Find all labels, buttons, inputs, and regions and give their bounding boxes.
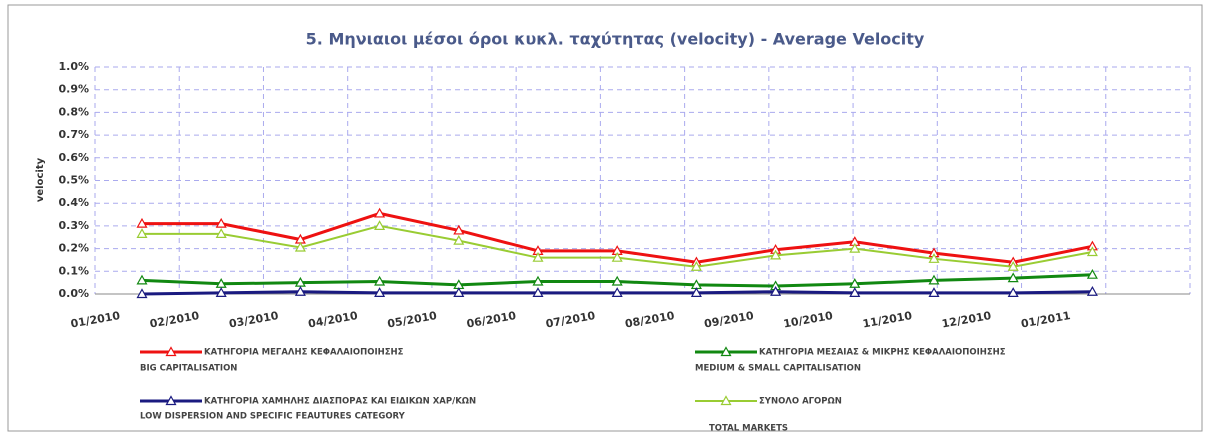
- chart-title: 5. Μηνιαιοι μέσοι όροι κυκλ. ταχύτητας (…: [306, 30, 925, 49]
- point-marker: [453, 234, 465, 245]
- legend-label-en: BIG CAPITALISATION: [140, 364, 237, 374]
- point-marker: [849, 242, 861, 253]
- point-marker: [1086, 246, 1098, 257]
- legend-marker: [720, 395, 732, 406]
- point-marker: [770, 249, 782, 260]
- point-marker: [1086, 286, 1098, 296]
- point-marker: [374, 220, 386, 230]
- y-tick-label: 0.0%: [58, 287, 89, 300]
- legend-label: ΚΑΤΗΓΟΡΙΑ ΜΕΓΑΛΗΣ ΚΕΦΑΛΑΙΟΠΟΙΗΣΗΣ: [204, 348, 404, 358]
- point-marker: [532, 275, 544, 286]
- y-tick-label: 0.2%: [58, 242, 89, 255]
- point-marker: [294, 286, 306, 296]
- legend-marker: [720, 346, 732, 357]
- point-marker: [374, 275, 386, 286]
- legend-label-en: TOTAL MARKETS: [709, 424, 788, 434]
- y-tick-label: 1.0%: [58, 60, 89, 73]
- point-marker: [849, 287, 861, 297]
- y-tick-label: 0.4%: [58, 196, 89, 209]
- point-marker: [928, 253, 940, 263]
- point-marker: [215, 217, 227, 228]
- point-marker: [136, 274, 148, 285]
- legend-marker: [165, 395, 177, 406]
- point-marker: [136, 217, 148, 228]
- legend-label: ΣΥΝΟΛΟ ΑΓΟΡΩΝ: [759, 397, 842, 407]
- point-marker: [1007, 287, 1019, 297]
- point-marker: [1086, 268, 1098, 279]
- point-marker: [453, 224, 465, 235]
- legend-label: ΚΑΤΗΓΟΡΙΑ ΧΑΜΗΛΗΣ ΔΙΑΣΠΟΡΑΣ ΚΑΙ ΕΙΔΙΚΩΝ …: [204, 397, 476, 407]
- y-tick-label: 0.7%: [58, 128, 89, 141]
- point-marker: [690, 287, 702, 297]
- y-tick-label: 0.6%: [58, 151, 89, 164]
- point-marker: [294, 241, 306, 252]
- y-tick-label: 0.9%: [58, 83, 89, 96]
- y-tick-label: 0.5%: [58, 174, 89, 187]
- point-marker: [770, 286, 782, 296]
- y-tick-label: 0.3%: [58, 219, 89, 232]
- point-marker: [374, 287, 386, 297]
- point-marker: [532, 251, 544, 262]
- point-marker: [611, 275, 623, 286]
- chart-frame: [7, 4, 1203, 432]
- point-marker: [374, 207, 386, 218]
- y-tick-label: 0.1%: [58, 264, 89, 277]
- legend-label: ΚΑΤΗΓΟΡΙΑ ΜΕΣΑΙΑΣ & ΜΙΚΡΗΣ ΚΕΦΑΛΑΙΟΠΟΙΗΣ…: [759, 348, 1006, 358]
- point-marker: [136, 288, 148, 299]
- legend-marker: [165, 346, 177, 357]
- y-tick-label: 0.8%: [58, 105, 89, 118]
- point-marker: [453, 287, 465, 297]
- point-marker: [928, 274, 940, 285]
- point-marker: [215, 287, 227, 297]
- point-marker: [928, 287, 940, 297]
- point-marker: [1007, 272, 1019, 283]
- point-marker: [532, 287, 544, 297]
- point-marker: [690, 261, 702, 271]
- legend-label-en: LOW DISPERSION AND SPECIFIC FEAUTURES CA…: [140, 412, 406, 422]
- legend-label-en: MEDIUM & SMALL CAPITALISATION: [695, 364, 861, 374]
- point-marker: [611, 251, 623, 262]
- point-marker: [1007, 261, 1019, 271]
- point-marker: [611, 287, 623, 297]
- y-axis-label: velocity: [35, 157, 46, 202]
- point-marker: [215, 228, 227, 238]
- point-marker: [136, 228, 148, 238]
